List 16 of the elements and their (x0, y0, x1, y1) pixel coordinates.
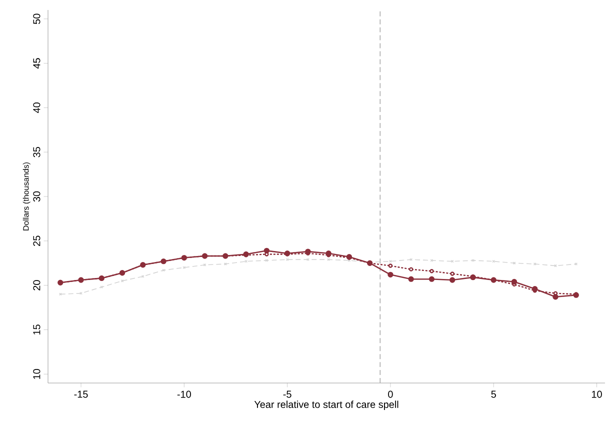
y-tick-label: 40 (33, 102, 40, 113)
y-tick-label: 25 (33, 236, 40, 246)
y-tick-label: 50 (33, 14, 40, 24)
y-tick-label: 35 (33, 146, 40, 158)
x-axis-title: Year relative to start of care spell (254, 400, 398, 410)
x-tick-label: -15 (74, 390, 88, 398)
x-tick-label: 10 (592, 390, 602, 398)
x-tick-label: 0 (388, 390, 393, 398)
y-tick-label: 20 (33, 280, 40, 290)
y-tick-label: 30 (33, 191, 40, 202)
x-tick-label: -10 (177, 390, 191, 398)
x-tick-label: -5 (283, 390, 292, 398)
x-tick-label: 5 (491, 390, 496, 398)
y-tick-label: 15 (33, 324, 40, 334)
y-tick-label: 45 (33, 58, 40, 69)
y-tick-label: 10 (33, 368, 40, 379)
